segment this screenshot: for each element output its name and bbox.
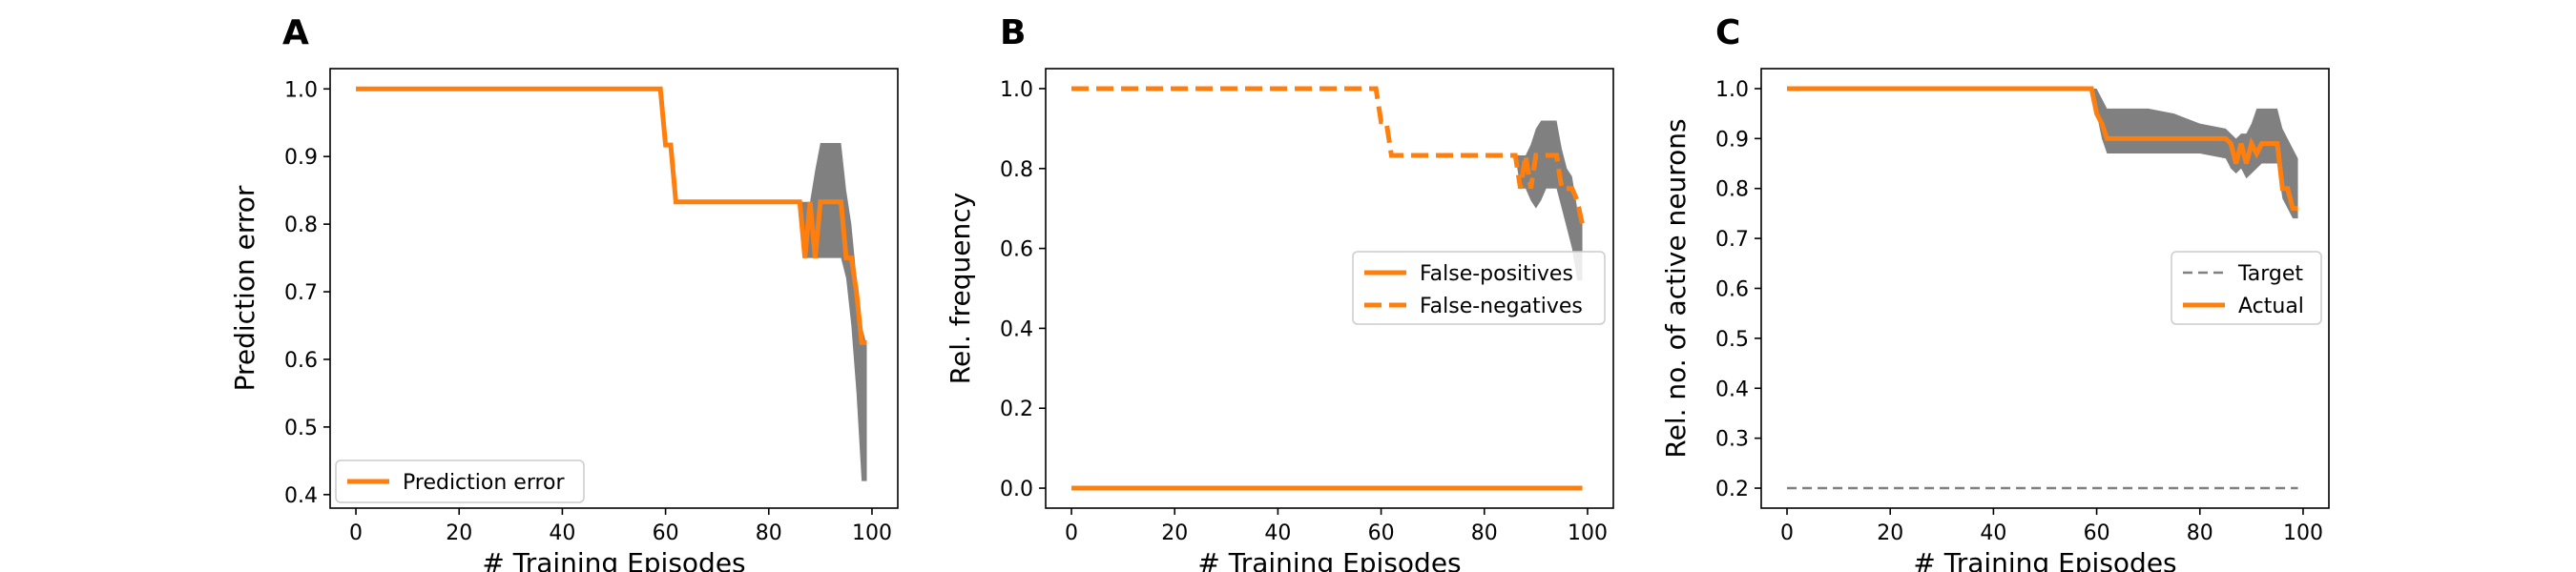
x-tick-label: 40 [1264, 521, 1291, 545]
y-axis-label: Prediction error [229, 185, 260, 391]
y-tick-label: 0.2 [1000, 398, 1033, 421]
panel-a: A 0 20 40 60 80 100 0.4 0.5 0.6 0.7 0.8 0.9 1.0 # Trai… [229, 13, 899, 572]
x-tick-label: 60 [2084, 521, 2110, 545]
y-tick-label: 0.8 [1715, 178, 1749, 202]
x-axis-label: # Training Episodes [482, 547, 745, 572]
y-axis-label: Rel. no. of active neurons [1660, 118, 1692, 458]
y-tick-label: 0.4 [1715, 378, 1749, 401]
y-tick-label: 1.0 [284, 78, 318, 102]
x-tick-label: 0 [1065, 521, 1078, 545]
axes-frame [1045, 68, 1614, 509]
x-tick-label: 20 [1877, 521, 1903, 545]
std-band [1515, 120, 1583, 281]
x-tick-label: 20 [1161, 521, 1188, 545]
x-tick-label: 0 [349, 521, 363, 545]
y-axis-label: Rel. frequency [945, 193, 976, 384]
y-tick-label: 0.4 [1000, 317, 1033, 341]
y-tick-label: 0.9 [1715, 128, 1749, 152]
legend-entry: False-positives [1420, 262, 1573, 286]
x-axis-label: # Training Episodes [1913, 547, 2176, 572]
x-tick-label: 20 [446, 521, 472, 545]
y-tick-label: 0.9 [284, 146, 318, 170]
x-tick-label: 80 [756, 521, 782, 545]
y-tick-label: 0.4 [284, 484, 318, 508]
panel-c: C 0 20 40 60 80 100 0.2 0.3 0.4 0.5 0.6 0.7 0.8 0.9 1.0… [1660, 13, 2330, 572]
y-tick-label: 0.5 [1715, 328, 1749, 352]
x-tick-label: 60 [1368, 521, 1395, 545]
y-tick-label: 1.0 [1000, 78, 1033, 102]
y-tick-label: 0.5 [284, 417, 318, 440]
legend-entry: Prediction error [403, 471, 565, 495]
x-tick-label: 100 [1568, 521, 1608, 545]
series-line-false-negatives [1071, 86, 1585, 225]
panel-letter: A [282, 13, 309, 52]
std-band [2091, 88, 2298, 219]
legend-entry: Target [2237, 262, 2303, 286]
y-tick-label: 0.6 [1715, 278, 1749, 302]
legend-frame [335, 460, 585, 503]
y-tick-label: 0.7 [284, 281, 318, 305]
legend: False-positives False-negatives [1352, 251, 1606, 325]
axes-frame [329, 68, 899, 509]
y-tick-label: 1.0 [1715, 78, 1749, 102]
legend-entry: False-negatives [1420, 295, 1583, 318]
x-tick-label: 40 [1980, 521, 2006, 545]
x-tick-label: 40 [549, 521, 575, 545]
y-tick-label: 0.0 [1000, 478, 1033, 501]
x-tick-label: 80 [2187, 521, 2213, 545]
legend-frame [1352, 251, 1606, 325]
x-tick-label: 100 [852, 521, 892, 545]
y-tick-label: 0.6 [1000, 238, 1033, 262]
series-line-actual [1787, 86, 2298, 212]
x-tick-label: 80 [1471, 521, 1498, 545]
x-tick-label: 100 [2283, 521, 2323, 545]
y-tick-label: 0.2 [1715, 478, 1749, 501]
x-tick-label: 0 [1780, 521, 1794, 545]
y-tick-label: 0.6 [284, 349, 318, 373]
legend-entry: Actual [2238, 295, 2304, 318]
y-tick-label: 0.7 [1715, 228, 1749, 252]
y-tick-label: 0.8 [1000, 158, 1033, 182]
x-tick-label: 60 [653, 521, 679, 545]
panel-letter: C [1715, 13, 1740, 52]
legend: Prediction error [335, 460, 585, 503]
series-line-prediction-error [356, 86, 867, 345]
y-tick-label: 0.3 [1715, 428, 1749, 452]
x-axis-label: # Training Episodes [1197, 547, 1461, 572]
legend: Target Actual [2171, 251, 2322, 325]
panel-b: B 0 20 40 60 80 100 0.0 0.2 0.4 0.6 0.8 1.0 # Trainin… [945, 13, 1614, 572]
y-tick-label: 0.8 [284, 214, 318, 237]
panel-letter: B [1000, 13, 1026, 52]
